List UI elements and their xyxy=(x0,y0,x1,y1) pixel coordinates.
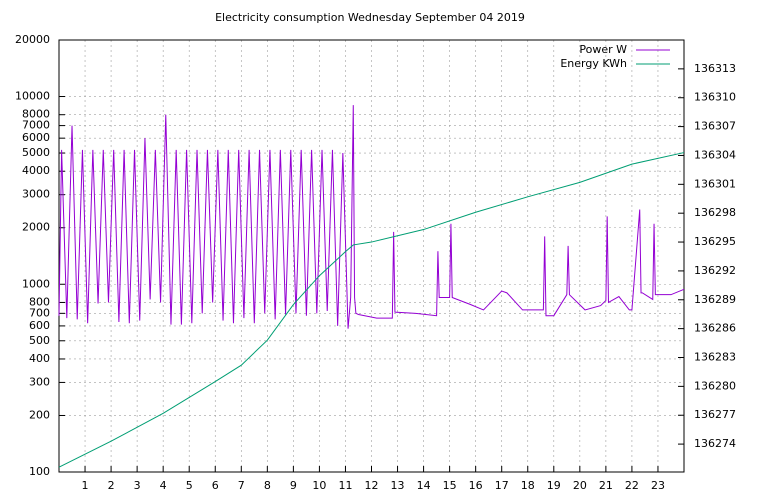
y-tick-label: 5000 xyxy=(22,146,50,159)
y-tick-label: 10000 xyxy=(15,90,50,103)
x-tick-label: 14 xyxy=(417,479,431,492)
y2-tick-label: 136307 xyxy=(694,120,736,133)
y-tick-label: 1000 xyxy=(22,277,50,290)
x-tick-label: 13 xyxy=(391,479,405,492)
x-tick-label: 17 xyxy=(495,479,509,492)
x-tick-label: 10 xyxy=(312,479,326,492)
x-tick-label: 15 xyxy=(443,479,457,492)
x-tick-label: 12 xyxy=(365,479,379,492)
x-tick-label: 23 xyxy=(651,479,665,492)
y-tick-label: 700 xyxy=(29,306,50,319)
y-tick-label: 7000 xyxy=(22,119,50,132)
y2-tick-label: 136295 xyxy=(694,235,736,248)
x-tick-label: 5 xyxy=(186,479,193,492)
x-tick-label: 19 xyxy=(547,479,561,492)
y-tick-label: 20000 xyxy=(15,33,50,46)
y-tick-label: 500 xyxy=(29,334,50,347)
y2-tick-label: 136301 xyxy=(694,177,736,190)
y2-tick-label: 136304 xyxy=(694,148,736,161)
y-tick-label: 600 xyxy=(29,319,50,332)
y2-tick-label: 136274 xyxy=(694,437,736,450)
series-line xyxy=(58,105,685,329)
x-tick-label: 9 xyxy=(290,479,297,492)
y-tick-label: 4000 xyxy=(22,164,50,177)
y-tick-label: 3000 xyxy=(22,188,50,201)
y2-tick-label: 136289 xyxy=(694,293,736,306)
x-tick-label: 22 xyxy=(625,479,639,492)
x-tick-label: 18 xyxy=(521,479,535,492)
plot-frame xyxy=(58,39,685,473)
x-tick-label: 3 xyxy=(134,479,141,492)
y2-tick-label: 136292 xyxy=(694,264,736,277)
series-line xyxy=(58,152,685,468)
x-tick-label: 8 xyxy=(264,479,271,492)
x-tick-label: 20 xyxy=(573,479,587,492)
y-tick-label: 8000 xyxy=(22,108,50,121)
y2-tick-label: 136283 xyxy=(694,351,736,364)
x-tick-label: 4 xyxy=(160,479,167,492)
y-tick-label: 2000 xyxy=(22,221,50,234)
y-tick-label: 200 xyxy=(29,408,50,421)
chart-title: Electricity consumption Wednesday Septem… xyxy=(215,11,525,24)
y-tick-label: 100 xyxy=(29,465,50,478)
y-tick-label: 400 xyxy=(29,352,50,365)
y2-tick-label: 136313 xyxy=(694,62,736,75)
y-tick-label: 300 xyxy=(29,375,50,388)
legend-label: Power W xyxy=(579,43,627,56)
x-tick-label: 16 xyxy=(469,479,483,492)
x-tick-label: 7 xyxy=(238,479,245,492)
x-tick-label: 11 xyxy=(338,479,352,492)
x-tick-label: 2 xyxy=(108,479,115,492)
y2-tick-label: 136286 xyxy=(694,322,736,335)
x-tick-label: 6 xyxy=(212,479,219,492)
x-tick-label: 1 xyxy=(82,479,89,492)
y-tick-label: 800 xyxy=(29,295,50,308)
y2-tick-label: 136310 xyxy=(694,91,736,104)
x-tick-label: 21 xyxy=(599,479,613,492)
y2-tick-label: 136280 xyxy=(694,379,736,392)
legend-label: Energy KWh xyxy=(560,57,627,70)
y-tick-label: 6000 xyxy=(22,131,50,144)
y2-tick-label: 136277 xyxy=(694,408,736,421)
y2-tick-label: 136298 xyxy=(694,206,736,219)
